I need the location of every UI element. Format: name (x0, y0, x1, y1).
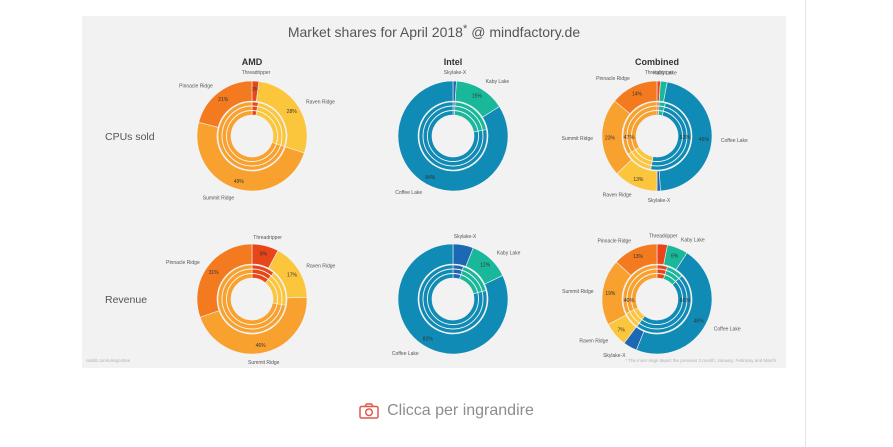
column-header-intel: Intel (444, 57, 463, 67)
slice-intel-revenue-coffee-lake (397, 243, 509, 355)
market-share-figure[interactable]: Market shares for April 2018* @ mindfacto… (82, 16, 786, 368)
series-label-intel-revenue-skylake-x: Skylake-X (454, 234, 477, 240)
series-label-combined-revenue-summit-ridge: Summit Ridge (562, 289, 594, 295)
center-label-combined-cpus-sold-intel: 53% (679, 135, 690, 141)
inner-ring-divider-combined-revenue-1 (626, 268, 688, 330)
slice-intel-cpus-sold-coffee-lake (397, 80, 509, 192)
inner-slice-combined-cpus-sold-coffee-lake (650, 102, 692, 171)
series-label-intel-cpus-sold-kaby-lake: Kaby Lake (486, 79, 510, 85)
inner-ring-divider-amd-revenue-0 (226, 273, 278, 325)
enlarge-link[interactable]: Clicca per ingrandire (0, 398, 893, 424)
series-label-combined-cpus-sold-raven-ridge: Raven Ridge (603, 193, 632, 199)
value-label-combined-revenue-coffee-lake: 46% (694, 319, 705, 325)
slice-amd-cpus-sold-summit-ridge (196, 121, 305, 192)
value-label-combined-revenue-summit-ridge: 19% (605, 291, 616, 297)
series-label-amd-revenue-summit-ridge: Summit Ridge (248, 360, 280, 366)
inner-ring-divider-intel-cpus-sold-1 (422, 105, 484, 167)
slice-combined-revenue-coffee-lake (635, 252, 713, 355)
series-label-combined-cpus-sold-kaby-lake: Kaby Lake (653, 71, 677, 77)
inner-ring-divider-amd-cpus-sold-1 (221, 105, 283, 167)
inner-ring-divider-intel-cpus-sold-0 (427, 110, 479, 162)
value-label-amd-revenue-threadripper: 8% (260, 251, 268, 257)
inner-ring-divider-intel-revenue-0 (427, 273, 479, 325)
series-label-amd-revenue-threadripper: Threadripper (253, 235, 282, 241)
camera-icon (359, 403, 379, 419)
row-header-cpus-sold: CPUs sold (105, 131, 155, 143)
value-label-intel-cpus-sold-coffee-lake: 84% (425, 175, 436, 181)
series-label-intel-revenue-coffee-lake: Coffee Lake (392, 351, 419, 357)
footnote: * The inner rings depict the previous 3 … (625, 358, 776, 363)
series-label-combined-cpus-sold-coffee-lake: Coffee Lake (721, 138, 748, 144)
value-label-intel-cpus-sold-kaby-lake: 15% (472, 94, 483, 100)
series-label-amd-cpus-sold-threadripper: Threadripper (242, 70, 271, 76)
slice-combined-cpus-sold-coffee-lake (658, 81, 713, 192)
series-label-combined-revenue-raven-ridge: Raven Ridge (579, 338, 608, 344)
value-label-combined-revenue-kaby-lake: 6% (671, 253, 679, 259)
column-header-combined: Combined (635, 57, 679, 67)
series-label-combined-revenue-pinnacle-ridge: Pinnacle Ridge (597, 238, 631, 244)
inner-slice-amd-cpus-sold-summit-ridge (217, 101, 285, 171)
series-label-combined-revenue-skylake-x: Skylake-X (603, 353, 626, 359)
value-label-amd-cpus-sold-summit-ridge: 49% (234, 179, 245, 185)
page-divider (805, 0, 806, 447)
value-label-combined-revenue-raven-ridge: 7% (618, 327, 626, 333)
series-label-intel-cpus-sold-skylake-x: Skylake-X (444, 70, 467, 76)
series-label-combined-revenue-coffee-lake: Coffee Lake (714, 327, 741, 333)
value-label-combined-cpus-sold-coffee-lake: 46% (699, 137, 710, 143)
inner-ring-divider-intel-revenue-1 (422, 268, 484, 330)
series-label-combined-revenue-kaby-lake: Kaby Lake (681, 238, 705, 244)
value-label-amd-cpus-sold-raven-ridge: 28% (287, 109, 298, 115)
center-label-combined-cpus-sold-amd: 47% (623, 135, 634, 141)
inner-ring-divider-amd-cpus-sold-0 (226, 110, 278, 162)
slice-combined-revenue-pinnacle-ridge (615, 243, 658, 276)
donut-chart-grid: Market shares for April 2018* @ mindfacto… (86, 23, 776, 366)
value-label-amd-revenue-raven-ridge: 17% (287, 272, 298, 278)
inner-ring-divider-combined-cpus-sold-1 (626, 105, 688, 167)
value-label-combined-revenue-pinnacle-ridge: 13% (633, 254, 644, 260)
series-label-amd-revenue-raven-ridge: Raven Ridge (306, 263, 335, 269)
series-label-combined-cpus-sold-threadripper: Threadripper (645, 70, 674, 76)
inner-ring-divider-combined-revenue-0 (631, 273, 683, 325)
center-label-combined-revenue-amd: 40% (623, 298, 634, 304)
series-label-combined-cpus-sold-pinnacle-ridge: Pinnacle Ridge (596, 76, 630, 82)
row-header-revenue: Revenue (105, 294, 147, 306)
inner-ring-divider-amd-revenue-1 (221, 268, 283, 330)
value-label-combined-cpus-sold-raven-ridge: 13% (633, 177, 644, 183)
value-label-combined-cpus-sold-pinnacle-ridge: 14% (632, 91, 643, 97)
column-header-amd: AMD (242, 57, 263, 67)
source-credit: reddit.com/u/ingoshee (86, 358, 131, 363)
inner-slice-intel-cpus-sold-coffee-lake (418, 101, 488, 171)
series-label-amd-cpus-sold-summit-ridge: Summit Ridge (203, 195, 235, 201)
chart-title: Market shares for April 2018* @ mindfacto… (288, 23, 580, 40)
slice-amd-cpus-sold-pinnacle-ridge (198, 80, 253, 128)
series-label-amd-revenue-pinnacle-ridge: Pinnacle Ridge (166, 260, 200, 266)
slice-amd-revenue-pinnacle-ridge (196, 243, 253, 318)
inner-ring-divider-combined-cpus-sold-0 (631, 110, 683, 162)
value-label-amd-revenue-pinnacle-ridge: 31% (209, 270, 220, 276)
slice-combined-cpus-sold-pinnacle-ridge (614, 80, 658, 115)
inner-slice-amd-revenue-summit-ridge (217, 264, 286, 334)
series-label-intel-cpus-sold-coffee-lake: Coffee Lake (395, 190, 422, 196)
value-label-intel-revenue-kaby-lake: 12% (480, 263, 491, 269)
slice-amd-revenue-summit-ridge (199, 296, 308, 355)
series-label-combined-revenue-threadripper: Threadripper (649, 233, 678, 239)
series-label-combined-cpus-sold-summit-ridge: Summit Ridge (562, 136, 594, 142)
series-label-intel-revenue-kaby-lake: Kaby Lake (497, 250, 521, 256)
center-label-combined-revenue-intel: 60% (679, 298, 690, 304)
enlarge-label: Clicca per ingrandire (387, 402, 534, 419)
series-label-amd-cpus-sold-pinnacle-ridge: Pinnacle Ridge (179, 83, 213, 89)
value-label-amd-cpus-sold-pinnacle-ridge: 21% (218, 97, 229, 103)
series-label-amd-cpus-sold-raven-ridge: Raven Ridge (306, 100, 335, 106)
value-label-combined-cpus-sold-summit-ridge: 23% (605, 135, 616, 141)
value-label-intel-revenue-coffee-lake: 82% (423, 337, 434, 343)
value-label-amd-revenue-summit-ridge: 46% (256, 343, 267, 349)
value-label-amd-cpus-sold-threadripper: 2% (251, 87, 259, 93)
inner-slice-intel-revenue-coffee-lake (418, 264, 488, 334)
series-label-combined-cpus-sold-skylake-x: Skylake-X (648, 198, 671, 204)
